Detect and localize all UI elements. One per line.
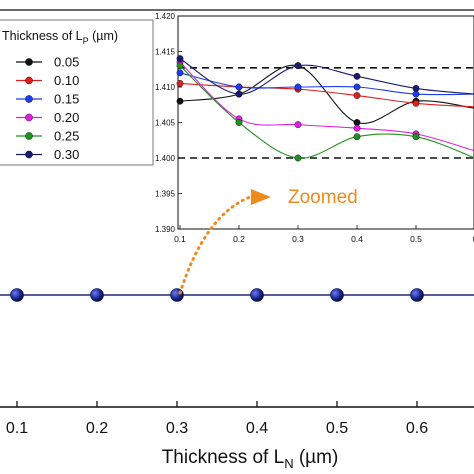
inset-data-point <box>235 119 243 126</box>
inset-data-point <box>294 154 302 162</box>
main-data-point <box>410 288 424 302</box>
main-x-tick-label: 0.3 <box>166 420 188 437</box>
inset-data-point <box>294 62 302 70</box>
inset-y-tick-label: 1.395 <box>155 190 176 199</box>
inset-data-point <box>353 72 361 80</box>
inset-data-point <box>353 83 361 91</box>
legend-label: 0.10 <box>54 73 79 88</box>
legend-item: 0.15 <box>16 92 79 107</box>
inset-data-point <box>412 133 420 141</box>
main-x-ticks: 0.1 0.2 0.3 0.4 0.5 0.6 <box>6 401 428 437</box>
main-x-tick-label: 0.5 <box>326 420 348 437</box>
inset-data-point <box>353 92 361 99</box>
main-plot-axes: 0.1 0.2 0.3 0.4 0.5 0.6 Thickness of LN (µm) <box>0 9 474 471</box>
main-x-axis-label: Thickness of LN (µm) <box>162 447 339 471</box>
inset-axis-ticks: 1.390 1.395 1.400 1.405 1.410 1.415 1.420 0.1 0.… <box>155 12 474 244</box>
zoom-arrow-head <box>251 189 271 205</box>
inset-y-tick-label: 1.390 <box>155 225 176 234</box>
zoom-arrow-path <box>178 195 252 295</box>
legend-item: 0.30 <box>16 147 79 162</box>
inset-data-point <box>235 83 243 91</box>
inset-x-tick-label: 0.2 <box>233 234 245 244</box>
inset-series-0-15 <box>176 69 474 98</box>
inset-data-point <box>176 97 184 105</box>
inset-zoom-plot: 1.390 1.395 1.400 1.405 1.410 1.415 1.420 0.1 0.… <box>155 12 474 244</box>
inset-y-tick-label: 1.420 <box>155 12 176 21</box>
inset-y-tick-label: 1.400 <box>155 154 176 163</box>
inset-data-point <box>176 80 184 87</box>
inset-series-line <box>179 72 474 96</box>
inset-x-tick-label: 0.3 <box>292 234 304 244</box>
main-data-point <box>330 288 344 302</box>
legend-swatch-marker <box>25 58 33 66</box>
inset-data-point <box>294 121 302 129</box>
inset-y-tick-label: 1.410 <box>155 83 176 92</box>
inset-data-point <box>412 99 420 107</box>
legend-swatch-marker <box>25 76 33 85</box>
inset-y-tick-label: 1.405 <box>155 119 176 128</box>
inset-series-0-30 <box>176 55 474 98</box>
inset-series-group <box>176 55 474 162</box>
legend-label: 0.30 <box>54 147 79 162</box>
legend-label: 0.25 <box>54 129 79 144</box>
inset-x-tick-label: 0.1 <box>174 234 186 244</box>
main-x-tick-label: 0.1 <box>6 420 28 437</box>
legend-item: 0.20 <box>16 110 79 125</box>
legend-swatch-marker <box>25 113 33 122</box>
main-data-point <box>90 288 104 302</box>
legend-swatch-marker <box>25 95 33 103</box>
inset-data-point <box>176 69 184 77</box>
legend-item: 0.05 <box>16 55 79 70</box>
inset-frame <box>177 15 474 230</box>
inset-data-point <box>294 83 302 91</box>
main-data-point <box>250 288 264 302</box>
inset-data-point <box>353 119 361 126</box>
inset-data-point <box>412 85 420 92</box>
legend-label: 0.05 <box>54 55 79 70</box>
inset-y-tick-label: 1.415 <box>155 48 176 57</box>
legend-items: 0.05 0.10 0.15 0.20 0.25 0.30 <box>16 55 79 162</box>
inset-data-point <box>176 55 184 62</box>
main-series-group <box>0 288 474 302</box>
main-data-point <box>170 288 184 302</box>
legend-label: 0.15 <box>54 92 79 107</box>
main-x-tick-label: 0.2 <box>86 420 108 437</box>
legend-swatch-marker <box>25 132 33 140</box>
legend-frame <box>0 19 154 166</box>
inset-x-tick-label: 0.5 <box>410 234 422 244</box>
inset-data-point <box>235 90 243 98</box>
main-data-point <box>10 288 24 302</box>
legend-swatch-marker <box>25 150 33 159</box>
zoom-annotation: Zoomed <box>178 187 358 295</box>
legend: Thickness of LP (µm) 0.05 0.10 0.15 0.20 0.2… <box>0 19 154 166</box>
legend-item: 0.10 <box>16 73 79 88</box>
zoom-label: Zoomed <box>288 187 358 208</box>
inset-x-tick-label: 0.4 <box>351 234 363 244</box>
inset-data-point <box>353 133 361 141</box>
legend-item: 0.25 <box>16 129 79 144</box>
inset-data-point <box>353 124 361 132</box>
inset-series-0-25 <box>176 62 474 162</box>
main-x-tick-label: 0.4 <box>246 420 268 437</box>
main-x-tick-label: 0.6 <box>406 420 428 437</box>
legend-label: 0.20 <box>54 110 79 125</box>
inset-data-point <box>412 90 420 98</box>
inset-x-tick-label: 0 <box>473 234 474 244</box>
legend-title: Thickness of LP (µm) <box>2 29 118 46</box>
inset-data-point <box>176 62 184 70</box>
